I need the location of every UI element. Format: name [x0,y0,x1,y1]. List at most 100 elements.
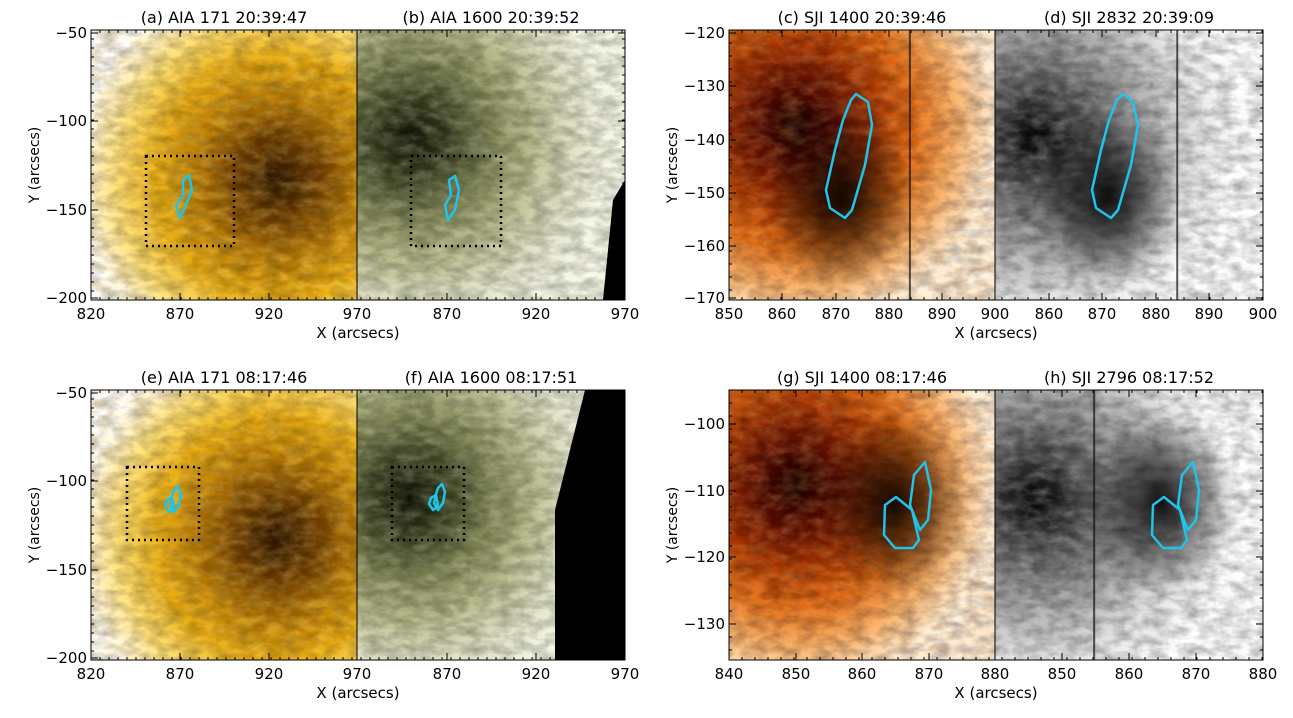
x-axis-bottom-left: 820 870 920 970 870 920 970 [77,390,640,683]
sunspot [1032,105,1183,290]
y-axis-label: Y (arcsecs) [27,127,43,205]
x-tick-label: 860 [1115,665,1144,683]
x-tick-label: 820 [77,305,106,323]
panel-title: (b) AIA 1600 20:39:52 [402,8,579,27]
panel-c [728,29,996,301]
panel-title: (h) SJI 2796 08:17:52 [1044,368,1214,387]
sunspot [766,105,916,290]
y-axis-bottom-left: −50 −100 −150 −200 [46,384,625,667]
x-axis-label: X (arcsecs) [316,324,399,342]
panel-shadow [91,390,357,660]
x-tick-label: 900 [981,305,1010,323]
x-tick-label: 970 [343,305,372,323]
panel-a [90,29,358,301]
panel-title: (e) AIA 171 08:17:46 [141,368,308,387]
x-tick-label: 970 [611,665,640,683]
x-tick-label: 860 [848,665,877,683]
x-tick-label: 870 [166,305,195,323]
off-limb-region [555,390,625,660]
y-tick-label: −170 [684,289,725,307]
panel-title: (a) AIA 171 20:39:47 [141,8,308,27]
zoom-region-box [125,465,201,542]
x-tick-label: 880 [981,665,1010,683]
x-tick-label: 870 [822,305,851,323]
y-tick-label: −50 [55,24,87,42]
x-tick-label: 870 [166,665,195,683]
y-axis-label: Y (arcsecs) [665,487,681,565]
y-tick-label: −110 [684,482,725,500]
contour-h1 [1176,460,1201,532]
x-tick-label: 920 [255,305,284,323]
x-axis-label: X (arcsecs) [316,684,399,702]
contour-e2 [163,495,176,514]
contour-c [824,92,874,220]
x-tick-label: 870 [915,665,944,683]
x-tick-label: 970 [343,665,372,683]
y-tick-label: −150 [46,201,87,219]
x-tick-label: 870 [1182,665,1211,683]
y-tick-label: −130 [684,77,725,95]
y-tick-label: −150 [46,561,87,579]
x-tick-label: 920 [522,305,551,323]
contour-d [1090,92,1140,220]
x-tick-label: 860 [1035,305,1064,323]
y-tick-label: −120 [684,548,725,566]
panel-g [728,389,996,661]
x-tick-label: 900 [1249,305,1278,323]
x-axis-bottom-right: 840 850 860 870 880 850 860 870 880 [715,390,1278,683]
y-axis-bottom-right: −100 −110 −120 −130 [684,389,1263,651]
sunspot [819,411,969,596]
contour-h2 [1150,495,1189,550]
x-tick-label: 850 [1048,665,1077,683]
x-tick-label: 970 [611,305,640,323]
y-tick-label: −130 [684,615,725,633]
panel-e [90,389,358,661]
panel-title: (g) SJI 1400 08:17:46 [777,368,947,387]
panel-shadow [91,30,357,300]
x-tick-label: 880 [1142,305,1171,323]
contour-f2 [427,493,440,512]
y-tick-label: −200 [46,289,87,307]
x-axis-top-left: 820 870 920 970 870 920 970 [77,30,640,323]
contour-a [174,173,194,220]
contour-g1 [908,460,933,532]
y-tick-label: −150 [684,184,725,202]
y-tick-label: −160 [684,237,725,255]
sunspot [1086,411,1237,596]
panel-h [994,389,1264,661]
x-tick-label: 850 [715,305,744,323]
x-tick-label: 880 [875,305,904,323]
y-axis-label: Y (arcsecs) [665,127,681,205]
x-tick-label: 890 [928,305,957,323]
panel-f [356,389,626,661]
x-tick-label: 840 [715,665,744,683]
panel-shadow [357,30,625,300]
panel-title: (d) SJI 2832 20:39:09 [1044,8,1214,27]
x-tick-label: 870 [1088,305,1117,323]
y-tick-label: −100 [684,415,725,433]
x-tick-label: 860 [768,305,797,323]
x-tick-label: 920 [522,665,551,683]
panel-d [994,29,1264,301]
x-tick-label: 890 [1195,305,1224,323]
x-tick-label: 920 [255,665,284,683]
x-axis-label: X (arcsecs) [954,684,1037,702]
contour-b [443,174,461,222]
y-tick-label: −100 [46,112,87,130]
y-tick-label: −120 [684,24,725,42]
x-tick-label: 850 [782,665,811,683]
panel-b [356,29,626,301]
panel-title: (f) AIA 1600 08:17:51 [405,368,578,387]
zoom-region-box [390,465,466,542]
y-tick-label: −200 [46,649,87,667]
panel-frame [994,29,1264,301]
y-tick-label: −140 [684,131,725,149]
y-axis-top-right: −120 −130 −140 −150 −160 −170 [684,24,1263,307]
x-tick-label: 820 [77,665,106,683]
x-tick-label: 870 [433,665,462,683]
x-axis-top-right: 850 860 870 880 890 900 860 870 880 890 900 [715,30,1278,323]
y-tick-label: −100 [46,472,87,490]
y-axis-label: Y (arcsecs) [27,487,43,565]
x-tick-label: 880 [1249,665,1278,683]
